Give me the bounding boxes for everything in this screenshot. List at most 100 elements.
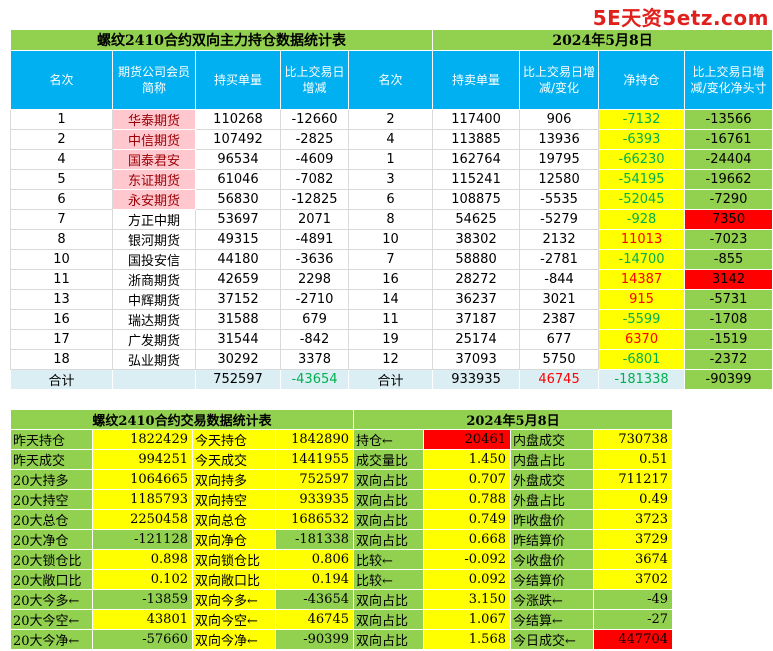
- ratio-value: 0.668: [423, 529, 511, 550]
- rank-sell-cell: 1: [347, 149, 434, 170]
- table-row: 昨天持仓 1822429 今天持仓 1842890 持仓← 20461 内盘成交 730738: [10, 429, 674, 450]
- market-label: 昨收盘价: [510, 509, 594, 530]
- sell-change-cell: -5535: [519, 189, 600, 210]
- ratio-value: 0.749: [423, 509, 511, 530]
- net-position-cell: -6393: [598, 129, 686, 150]
- table-title: 螺纹2410合约双向主力持仓数据统计表: [9, 29, 434, 51]
- sell-change-cell: -5279: [519, 209, 600, 230]
- dual-label: 双向锁仓比: [192, 549, 276, 570]
- buy-volume-cell: 49315: [195, 229, 281, 250]
- table-row: 5 东证期货 61046 -7082 3 115241 12580 -54195 -19662: [10, 169, 773, 190]
- dual-label: 双向持多: [192, 469, 276, 490]
- stat-value: 0.102: [92, 569, 193, 590]
- table-row: 20大净仓 -121128 双向净仓 -181338 双向占比 0.668 昨结算价 3729: [10, 529, 674, 550]
- table-row: 11 浙商期货 42659 2298 16 28272 -844 14387 3142: [10, 269, 773, 290]
- ratio-label: 双向占比: [353, 609, 424, 630]
- market-value: 0.49: [592, 489, 674, 510]
- market-label: 今涨跌←: [510, 589, 594, 610]
- table-row: 20大持多 1064665 双向持多 752597 双向占比 0.707 外盘成交 71121…: [10, 469, 674, 490]
- market-value: 711217: [592, 469, 674, 490]
- sell-volume-cell: 113885: [432, 129, 521, 150]
- trade-table-title: 螺纹2410合约交易数据统计表: [10, 409, 354, 430]
- ratio-label: 比较←: [353, 569, 424, 590]
- total-buy-change: -43654: [280, 369, 349, 390]
- net-position-cell: -6801: [598, 349, 686, 370]
- table-row: 20大今空← 43801 双向今空← 46745 双向占比 1.067 今结算← -27: [10, 609, 674, 630]
- stat-value: -121128: [92, 529, 193, 550]
- rank-sell-cell: 6: [347, 189, 434, 210]
- buy-change-cell: -4891: [280, 229, 349, 250]
- broker-name-cell: 国泰君安: [112, 149, 196, 170]
- buy-volume-cell: 37152: [195, 289, 281, 310]
- net-position-cell: 14387: [598, 269, 686, 290]
- broker-name-cell: 东证期货: [112, 169, 196, 190]
- rank-sell-cell: 16: [347, 269, 434, 290]
- table-row: 20大锁仓比 0.898 双向锁仓比 0.806 比较← -0.092 今收盘价 3674: [10, 549, 674, 570]
- watermark: 5E天资5etz.com: [592, 6, 769, 30]
- broker-name-cell: 广发期货: [112, 329, 196, 350]
- net-change-cell: -7023: [684, 229, 773, 250]
- rank-cell: 17: [10, 329, 113, 350]
- buy-change-cell: -7082: [280, 169, 349, 190]
- ratio-label: 双向占比: [353, 589, 424, 610]
- header-cell: 持卖单量: [432, 50, 521, 110]
- stat-value: -13859: [92, 589, 193, 610]
- header-cell: 名次: [347, 50, 434, 110]
- ratio-value: 1.067: [423, 609, 511, 630]
- rank-sell-cell: 7: [347, 249, 434, 270]
- buy-volume-cell: 53697: [195, 209, 281, 230]
- rank-sell-cell: 19: [347, 329, 434, 350]
- stat-value: 994251: [92, 449, 193, 470]
- buy-volume-cell: 61046: [195, 169, 281, 190]
- table-row: 16 瑞达期货 31588 679 11 37187 2387 -5599 -1708: [10, 309, 773, 330]
- ratio-value: 0.788: [423, 489, 511, 510]
- net-change-cell: -1708: [684, 309, 773, 330]
- rank-cell: 11: [10, 269, 113, 290]
- stat-label: 昨天成交: [10, 449, 93, 470]
- net-position-cell: 915: [598, 289, 686, 310]
- dual-value: 0.194: [275, 569, 354, 590]
- dual-value: 933935: [275, 489, 354, 510]
- rank-cell: 5: [10, 169, 113, 190]
- table-row: 13 中辉期货 37152 -2710 14 36237 3021 915 -5731: [10, 289, 773, 310]
- market-label: 内盘占比: [510, 449, 594, 470]
- total-buy: 752597: [195, 369, 281, 390]
- rank-cell: 10: [10, 249, 113, 270]
- dual-value: -43654: [275, 589, 354, 610]
- ratio-label: 双向占比: [353, 529, 424, 550]
- dual-label: 双向今空←: [192, 609, 276, 630]
- dual-label: 今天成交: [192, 449, 276, 470]
- dual-label: 双向净仓: [192, 529, 276, 550]
- stat-label: 20大敞口比: [10, 569, 93, 590]
- stat-value: 0.898: [92, 549, 193, 570]
- market-label: 外盘占比: [510, 489, 594, 510]
- table-row: 4 国泰君安 96534 -4609 1 162764 19795 -66230 -24404: [10, 149, 773, 170]
- total-row: 合计 752597 -43654 合计 933935 46745 -181338…: [10, 369, 773, 390]
- table-row: 20大敞口比 0.102 双向敞口比 0.194 比较← 0.092 今结算价 3702: [10, 569, 674, 590]
- dual-label: 双向持空: [192, 489, 276, 510]
- net-position-cell: -66230: [598, 149, 686, 170]
- ratio-value: 1.568: [423, 629, 511, 650]
- sell-volume-cell: 115241: [432, 169, 521, 190]
- market-label: 外盘成交: [510, 469, 594, 490]
- dual-value: 46745: [275, 609, 354, 630]
- broker-name-cell: 银河期货: [112, 229, 196, 250]
- ratio-value: 0.707: [423, 469, 511, 490]
- sell-volume-cell: 58880: [432, 249, 521, 270]
- net-change-cell: 7350: [684, 209, 773, 230]
- stat-label: 20大总仓: [10, 509, 93, 530]
- stat-value: 2250458: [92, 509, 193, 530]
- header-cell: 名次: [10, 50, 113, 110]
- net-change-cell: -19662: [684, 169, 773, 190]
- sell-change-cell: 2387: [519, 309, 600, 330]
- broker-name-cell: 永安期货: [112, 189, 196, 210]
- sell-change-cell: 12580: [519, 169, 600, 190]
- dual-label: 双向总仓: [192, 509, 276, 530]
- header-row: 名次 期货公司会员简称 持买单量 比上交易日增减 名次 持卖单量 比上交易日增减…: [10, 50, 773, 110]
- header-cell: 比上交易日增减/变化净头寸: [684, 50, 773, 110]
- rank-cell: 2: [10, 129, 113, 150]
- ratio-label: 比较←: [353, 549, 424, 570]
- broker-name-cell: 中信期货: [112, 129, 196, 150]
- market-label: 今日成交←: [510, 629, 594, 650]
- market-value: 0.51: [592, 449, 674, 470]
